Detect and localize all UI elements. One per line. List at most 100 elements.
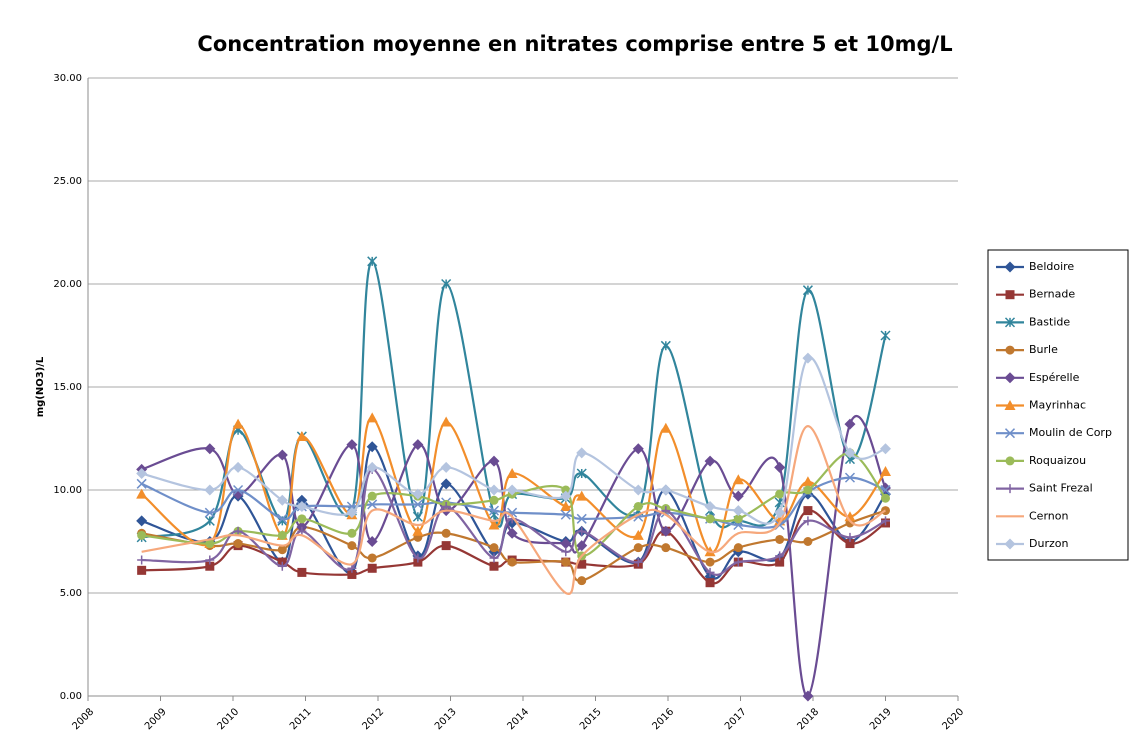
data-point xyxy=(488,484,500,496)
data-point xyxy=(232,418,244,429)
data-point xyxy=(561,485,571,495)
data-point xyxy=(880,443,891,455)
data-point xyxy=(633,501,643,511)
data-point xyxy=(733,543,743,553)
x-tick-label: 2008 xyxy=(70,706,96,732)
data-point xyxy=(577,559,587,569)
data-point xyxy=(802,285,813,296)
data-point xyxy=(561,557,571,567)
data-point xyxy=(576,447,588,459)
data-point xyxy=(440,478,452,490)
data-point xyxy=(277,513,288,524)
legend-label: Mayrinhac xyxy=(1029,399,1086,412)
data-point xyxy=(233,539,243,549)
data-point xyxy=(366,441,378,453)
data-point xyxy=(561,547,571,557)
series-line xyxy=(141,425,887,595)
legend-label: Bastide xyxy=(1029,315,1070,328)
data-point xyxy=(488,505,500,516)
data-point xyxy=(633,543,643,553)
y-tick-label: 20.00 xyxy=(53,279,82,290)
legend-label: Bernade xyxy=(1029,288,1075,301)
data-point xyxy=(233,484,244,496)
data-point xyxy=(732,490,744,502)
y-tick-label: 15.00 xyxy=(53,382,82,393)
data-point xyxy=(560,490,572,502)
data-point xyxy=(489,553,499,563)
legend-marker xyxy=(1004,400,1016,410)
data-point xyxy=(412,439,424,451)
data-point xyxy=(506,527,518,539)
data-point xyxy=(803,506,813,516)
data-point xyxy=(137,555,147,565)
data-point xyxy=(489,561,499,571)
data-point xyxy=(440,416,452,427)
data-point xyxy=(367,491,377,501)
data-point xyxy=(775,534,785,544)
data-point xyxy=(576,468,587,479)
data-point xyxy=(576,490,588,501)
data-point xyxy=(347,569,357,579)
data-point xyxy=(441,528,451,538)
data-point xyxy=(347,541,357,551)
data-point xyxy=(845,532,855,542)
legend-label: Burle xyxy=(1029,343,1058,356)
data-point xyxy=(774,507,786,519)
data-point xyxy=(367,256,378,267)
data-point xyxy=(774,461,786,473)
legend-marker xyxy=(1005,456,1015,466)
legend-label: Durzon xyxy=(1029,537,1068,550)
data-point xyxy=(577,576,587,586)
data-point xyxy=(205,555,215,565)
legend-label: Saint Frezal xyxy=(1029,482,1093,495)
legend-marker xyxy=(1004,372,1016,384)
x-tick-label: 2018 xyxy=(795,706,821,732)
data-point xyxy=(560,538,572,550)
data-point xyxy=(880,330,891,341)
data-point xyxy=(204,484,216,496)
data-point xyxy=(366,461,378,473)
data-point xyxy=(205,561,215,571)
data-point xyxy=(705,557,715,567)
data-point xyxy=(488,455,500,467)
data-point xyxy=(506,468,518,479)
y-tick-label: 25.00 xyxy=(53,176,82,187)
data-point xyxy=(366,536,378,547)
data-point xyxy=(276,494,288,506)
y-axis-label: mg(NO3)/L xyxy=(35,356,46,417)
x-tick-label: 2014 xyxy=(505,706,531,732)
data-point xyxy=(441,541,451,551)
legend-label: Beldoire xyxy=(1029,260,1074,273)
data-point xyxy=(632,484,644,496)
series-line xyxy=(141,468,887,576)
data-point xyxy=(803,537,813,546)
data-point xyxy=(367,499,378,510)
data-point xyxy=(277,530,287,540)
data-point xyxy=(660,340,671,351)
legend-marker xyxy=(1004,261,1016,273)
data-point xyxy=(704,500,716,512)
data-point xyxy=(441,501,451,511)
data-point xyxy=(660,422,672,433)
data-point xyxy=(732,474,744,485)
data-point xyxy=(733,514,743,524)
data-point xyxy=(136,515,148,527)
data-point xyxy=(346,439,358,451)
data-point xyxy=(660,525,672,537)
data-point xyxy=(704,455,716,467)
x-tick-label: 2019 xyxy=(868,706,894,732)
data-point xyxy=(297,514,307,524)
data-point xyxy=(560,509,571,520)
data-point xyxy=(880,465,891,476)
data-point xyxy=(576,513,587,524)
data-point xyxy=(204,443,216,455)
data-point xyxy=(844,418,856,430)
data-point xyxy=(412,511,423,522)
data-point xyxy=(660,484,672,496)
data-point xyxy=(633,557,643,567)
data-point xyxy=(277,545,287,555)
data-point xyxy=(506,484,518,496)
data-point xyxy=(732,505,744,517)
data-point xyxy=(803,485,813,495)
data-point xyxy=(661,543,671,553)
